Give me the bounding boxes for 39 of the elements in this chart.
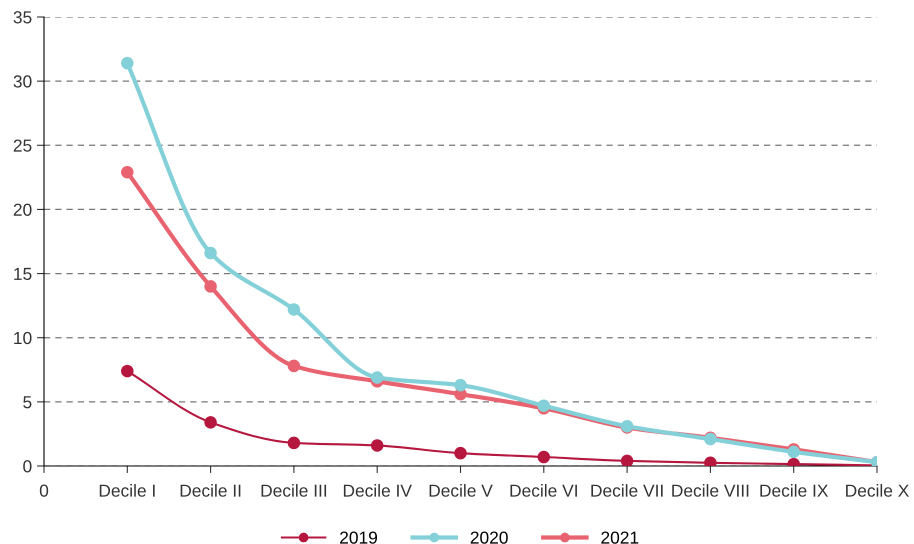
point (121, 166, 134, 178)
point (204, 280, 217, 293)
point (454, 378, 467, 392)
y-tick-label: 25 (14, 139, 32, 152)
y-tick-label: 20 (14, 204, 32, 216)
x-tick-label: Decile IX (760, 484, 828, 497)
x-tick-label: Decile VI (510, 484, 577, 497)
x-tick-label: 0 (40, 484, 48, 497)
point (121, 56, 134, 70)
x-tick-label: Decile VIII (672, 484, 748, 497)
x-tick-label: Decile II (180, 484, 240, 497)
legend-label: 2020 (470, 531, 508, 544)
legend-label: 2019 (340, 531, 378, 544)
x-tick-label: Decile IV (344, 484, 412, 497)
point (620, 454, 634, 466)
point (204, 416, 217, 429)
point (538, 450, 550, 464)
point (538, 399, 550, 412)
x-tick-label: Decile I (100, 484, 155, 497)
x-tick-label: Decile VII (591, 484, 663, 497)
x-tick-label: Decile X (846, 484, 909, 497)
point (454, 446, 467, 460)
point (121, 364, 134, 378)
y-tick-label: 15 (14, 268, 32, 280)
point (370, 439, 384, 452)
point (288, 360, 300, 372)
y-tick-label: 10 (14, 332, 32, 344)
y-tick-label: 0 (23, 460, 32, 472)
point (370, 371, 384, 384)
point (204, 246, 217, 260)
y-tick-label: 30 (14, 75, 32, 88)
x-tick-label: Decile V (430, 484, 493, 497)
point (288, 436, 300, 450)
legend-label: 2021 (601, 531, 638, 544)
x-tick-label: Decile III (262, 484, 326, 497)
point (288, 303, 300, 316)
y-tick-label: 35 (14, 11, 32, 24)
point (787, 446, 800, 458)
y-tick-label: 5 (23, 396, 32, 408)
